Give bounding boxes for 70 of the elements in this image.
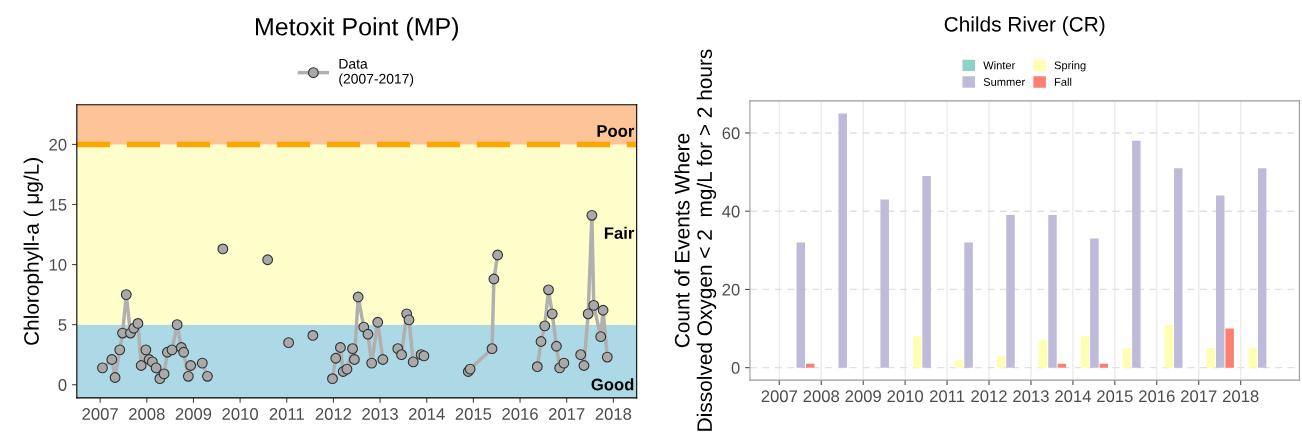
legend-label: Fall <box>1054 77 1072 86</box>
x-tick-label: 2013 <box>362 408 398 420</box>
bar <box>996 355 1006 368</box>
x-tick-label: 2012 <box>315 408 352 420</box>
y-tick-label: 0 <box>58 379 67 391</box>
x-tick-label: 2014 <box>409 408 445 420</box>
bar <box>1057 363 1067 368</box>
bar <box>1215 195 1225 368</box>
x-tick-label: 2008 <box>803 390 840 403</box>
x-tick-label: 2018 <box>1222 390 1259 403</box>
bar <box>964 242 973 368</box>
y-tick-label: 20 <box>722 283 740 296</box>
bar <box>806 363 815 368</box>
bar <box>1038 340 1048 368</box>
x-tick-label: 2008 <box>129 408 165 420</box>
bar <box>1080 336 1090 368</box>
chart-title: Metoxit Point (MP) <box>256 17 458 41</box>
x-tick-label: 2009 <box>175 408 212 420</box>
y-tick-label: 40 <box>722 205 740 218</box>
x-tick-label: 2007 <box>761 390 798 403</box>
y-axis-title: Chlorophyll-a ( μg/L) <box>23 158 43 345</box>
bar <box>1164 324 1174 368</box>
bar <box>1099 363 1109 368</box>
legend-label: Winter <box>983 61 1016 70</box>
x-tick-label: 2016 <box>502 408 538 420</box>
x-tick-label: 2011 <box>930 390 965 403</box>
x-tick-label: 2012 <box>971 390 1007 403</box>
y-tick-label: 10 <box>49 258 67 271</box>
x-tick-label: 2015 <box>1097 390 1133 403</box>
y-tick-label: 20 <box>49 138 67 151</box>
bar <box>1225 328 1234 368</box>
band-label: Poor <box>597 125 635 137</box>
bar <box>838 113 847 368</box>
bar <box>922 175 931 368</box>
chart-title: Childs River (CR) <box>944 16 1105 36</box>
band-label: Good <box>591 378 634 391</box>
bar <box>912 336 922 368</box>
bar <box>1257 168 1267 368</box>
bar <box>1206 348 1216 368</box>
bar <box>954 359 964 368</box>
bar <box>1248 348 1257 368</box>
x-tick-label: 2017 <box>549 408 585 420</box>
bar <box>796 242 806 368</box>
x-tick-label: 2013 <box>1013 390 1049 403</box>
bar <box>1048 215 1057 368</box>
x-tick-label: 2017 <box>1181 390 1217 403</box>
band-label: Fair <box>604 226 635 240</box>
y-tick-label: 5 <box>58 319 67 331</box>
legend-label: Spring <box>1054 61 1086 72</box>
x-tick-label: 2009 <box>845 390 881 403</box>
x-tick-label: 2007 <box>82 408 118 420</box>
bar <box>1132 140 1141 368</box>
y-axis-title: Count of Events Where Dissolved Oxygen < 2 mg/L for > 2 hours <box>674 49 717 431</box>
bar <box>1122 348 1132 368</box>
x-tick-label: 2016 <box>1139 390 1175 403</box>
bar <box>1174 168 1183 368</box>
legend-label: Data (2007-2017) <box>339 59 414 87</box>
x-tick-label: 2014 <box>1055 390 1091 403</box>
bar <box>880 199 889 368</box>
y-tick-label: 15 <box>49 199 67 211</box>
y-tick-label: 0 <box>731 362 740 374</box>
bar <box>1006 215 1015 368</box>
bar <box>1090 238 1099 368</box>
x-tick-label: 2011 <box>269 408 304 420</box>
x-tick-label: 2010 <box>887 390 924 403</box>
x-tick-label: 2010 <box>222 408 258 420</box>
x-tick-label: 2018 <box>595 408 632 420</box>
y-tick-label: 60 <box>722 127 740 140</box>
x-tick-label: 2015 <box>455 408 492 420</box>
legend-label: Summer <box>983 78 1025 86</box>
